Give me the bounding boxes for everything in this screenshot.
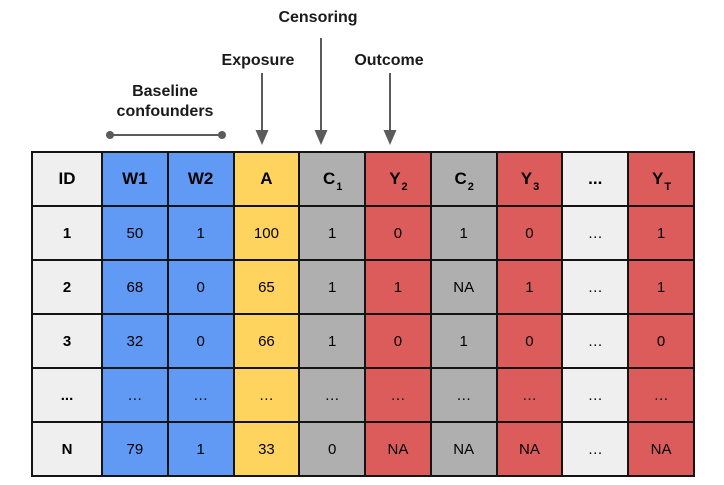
exposure-label: Exposure (221, 52, 295, 69)
table-cell: 1 (298, 259, 367, 315)
table-cell: … (101, 367, 169, 423)
table-cell: NA (495, 421, 564, 477)
table-cell: 1 (429, 205, 498, 261)
table-cell: 32 (101, 313, 169, 369)
annotation-layer: Censoring Exposure Outcome Baseline conf… (0, 0, 724, 152)
table-cell: 1 (166, 205, 235, 261)
table-cell: NA (627, 421, 695, 477)
table-cell: … (495, 367, 564, 423)
table-cell: 2 (31, 259, 103, 315)
table-row-1: 1 50 1 100 1 0 1 0 … 1 (31, 205, 695, 261)
table-cell: 79 (101, 421, 169, 477)
table-row-ellipsis: ... … … … … … … … … … (31, 367, 695, 423)
header-cell-c1: C1 (298, 151, 367, 207)
table-cell: 66 (232, 313, 301, 369)
header-cell-c2: C2 (429, 151, 498, 207)
annotation-arrows (106, 38, 397, 145)
header-cell-id: ID (31, 151, 103, 207)
header-cell-w2: W2 (166, 151, 235, 207)
table-cell: 1 (495, 259, 564, 315)
table-cell: 1 (298, 313, 367, 369)
table-cell: 0 (364, 313, 432, 369)
table-cell: … (561, 205, 630, 261)
censoring-label: Censoring (278, 9, 358, 26)
table-row-2: 2 68 0 65 1 1 NA 1 … 1 (31, 259, 695, 315)
table-cell: 1 (627, 259, 695, 315)
table-cell: NA (364, 421, 432, 477)
table-cell: N (31, 421, 103, 477)
table-cell: … (364, 367, 432, 423)
table-cell: … (166, 367, 235, 423)
table-cell: 0 (298, 421, 367, 477)
outcome-label: Outcome (354, 52, 424, 69)
table-cell: ... (31, 367, 103, 423)
table-cell: 1 (364, 259, 432, 315)
header-cell-yt: YT (627, 151, 695, 207)
header-row: ID W1 W2 A C1 Y2 C2 Y3 ... YT (31, 151, 695, 207)
table-cell: 0 (166, 313, 235, 369)
table-cell: 33 (232, 421, 301, 477)
header-cell-y2: Y2 (364, 151, 432, 207)
data-table: ID W1 W2 A C1 Y2 C2 Y3 ... YT 1 50 1 100… (31, 151, 695, 477)
table-cell: 1 (31, 205, 103, 261)
header-cell-a: A (232, 151, 301, 207)
outcome-down-arrow-icon (383, 73, 397, 145)
table-cell: … (561, 313, 630, 369)
table-cell: 1 (298, 205, 367, 261)
table-cell: 0 (364, 205, 432, 261)
table-cell: 1 (627, 205, 695, 261)
censoring-down-arrow-icon (314, 38, 328, 145)
table-cell: … (627, 367, 695, 423)
baseline-confounders-label: Baseline confounders (117, 82, 214, 122)
table-row-3: 3 32 0 66 1 0 1 0 … 0 (31, 313, 695, 369)
table-cell: 0 (627, 313, 695, 369)
baseline-range-bracket-icon (106, 131, 226, 139)
baseline-confounders-line1: Baseline (132, 83, 198, 100)
table-row-n: N 79 1 33 0 NA NA NA … NA (31, 421, 695, 477)
table-cell: 0 (495, 205, 564, 261)
table-cell: 100 (232, 205, 301, 261)
baseline-confounders-line2: confounders (116, 103, 214, 120)
header-cell-ellipsis: ... (561, 151, 630, 207)
table-cell: 68 (101, 259, 169, 315)
table-cell: … (561, 421, 630, 477)
table-cell: 65 (232, 259, 301, 315)
table-cell: … (429, 367, 498, 423)
table-cell: NA (429, 421, 498, 477)
header-cell-y3: Y3 (495, 151, 564, 207)
table-cell: … (561, 259, 630, 315)
table-cell: 3 (31, 313, 103, 369)
table-cell: 1 (429, 313, 498, 369)
header-cell-w1: W1 (101, 151, 169, 207)
table-cell: 50 (101, 205, 169, 261)
table-cell: … (561, 367, 630, 423)
table-cell: 1 (166, 421, 235, 477)
table-cell: 0 (166, 259, 235, 315)
table-cell: NA (429, 259, 498, 315)
table-cell: … (232, 367, 301, 423)
table-cell: … (298, 367, 367, 423)
table-cell: 0 (495, 313, 564, 369)
exposure-down-arrow-icon (255, 73, 269, 145)
